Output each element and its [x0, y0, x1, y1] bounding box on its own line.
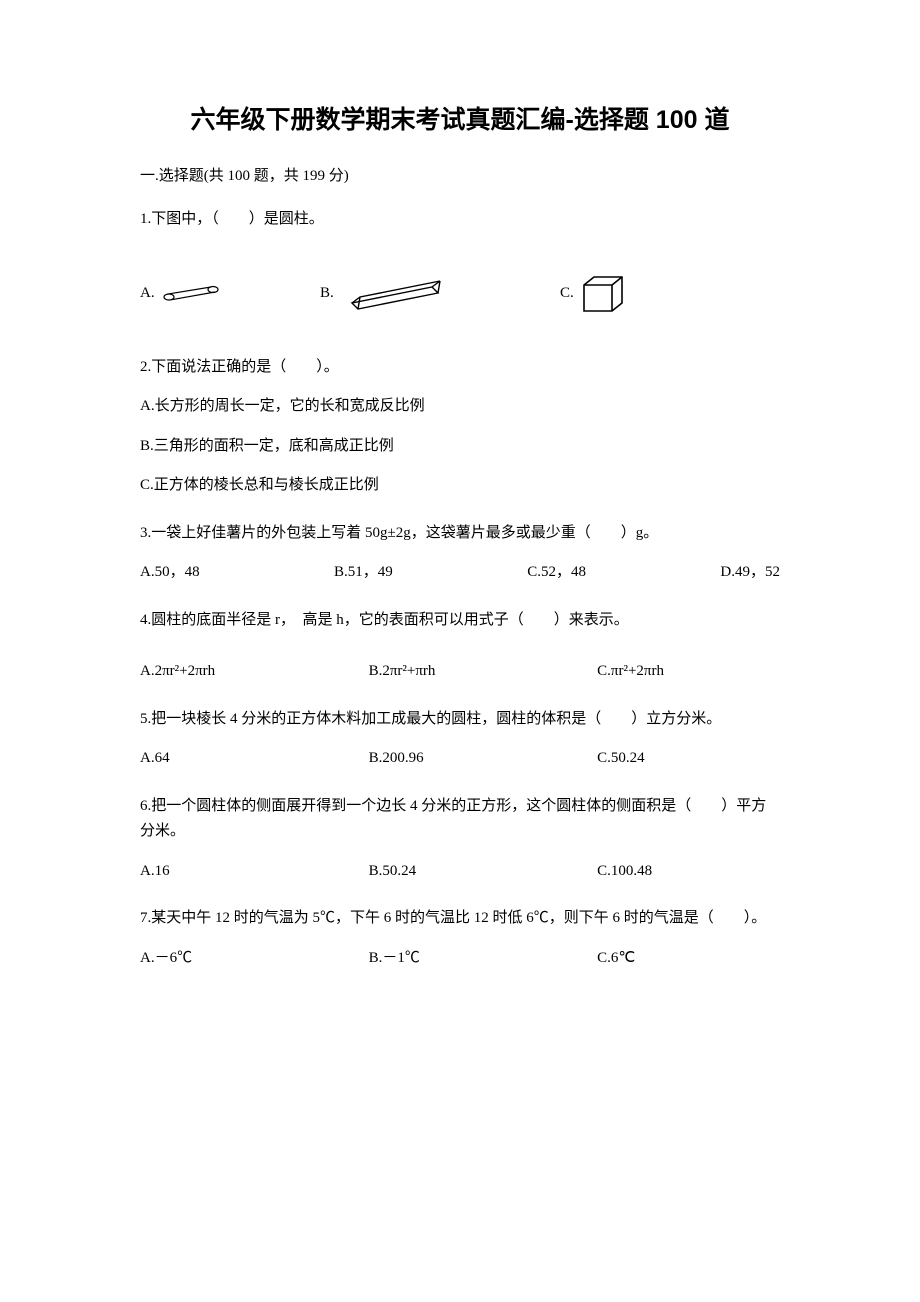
option-2a: A.长方形的周长一定，它的长和宽成反比例	[140, 394, 780, 420]
option-1b: B.	[320, 273, 540, 315]
option-6a: A.16	[140, 859, 369, 885]
option-1b-label: B.	[320, 281, 334, 307]
cube-icon	[580, 273, 626, 315]
option-4a: A.2πr²+2πrh	[140, 659, 369, 685]
option-2c: C.正方体的棱长总和与棱长成正比例	[140, 473, 780, 499]
option-5a: A.64	[140, 746, 369, 772]
question-4-options: A.2πr²+2πrh B.2πr²+πrh C.πr²+2πrh	[140, 659, 780, 685]
option-4c: C.πr²+2πrh	[597, 659, 780, 685]
question-6-options: A.16 B.50.24 C.100.48	[140, 859, 780, 885]
option-1a-label: A.	[140, 281, 155, 307]
option-3c: C.52，48	[527, 560, 586, 586]
question-1-options: A. B. C.	[140, 273, 780, 315]
question-3: 3.一袋上好佳薯片的外包装上写着 50g±2g，这袋薯片最多或最少重（ ）g。 …	[140, 521, 780, 586]
small-cylinder-icon	[161, 281, 221, 307]
question-1-text: 1.下图中，（ ）是圆柱。	[140, 207, 780, 233]
option-3b: B.51，49	[334, 560, 393, 586]
question-5: 5.把一块棱长 4 分米的正方体木料加工成最大的圆柱，圆柱的体积是（ ）立方分米…	[140, 707, 780, 772]
option-5b: B.200.96	[369, 746, 598, 772]
section-header: 一.选择题(共 100 题，共 199 分)	[140, 164, 780, 185]
question-6-text: 6.把一个圆柱体的侧面展开得到一个边长 4 分米的正方形，这个圆柱体的侧面积是（…	[140, 794, 780, 845]
option-6c: C.100.48	[597, 859, 780, 885]
option-1a: A.	[140, 281, 300, 307]
question-5-text: 5.把一块棱长 4 分米的正方体木料加工成最大的圆柱，圆柱的体积是（ ）立方分米…	[140, 707, 780, 733]
option-3a: A.50，48	[140, 560, 200, 586]
question-1: 1.下图中，（ ）是圆柱。 A. B. C.	[140, 207, 780, 315]
question-2-text: 2.下面说法正确的是（ ）。	[140, 355, 780, 381]
option-1c: C.	[560, 273, 710, 315]
option-7c: C.6℃	[597, 946, 780, 972]
option-3d: D.49，52	[720, 560, 780, 586]
question-7-options: A.－6℃ B.－1℃ C.6℃	[140, 946, 780, 972]
question-5-options: A.64 B.200.96 C.50.24	[140, 746, 780, 772]
question-4: 4.圆柱的底面半径是 r， 高是 h，它的表面积可以用式子（ ）来表示。 A.2…	[140, 608, 780, 685]
question-3-text: 3.一袋上好佳薯片的外包装上写着 50g±2g，这袋薯片最多或最少重（ ）g。	[140, 521, 780, 547]
question-7-text: 7.某天中午 12 时的气温为 5℃，下午 6 时的气温比 12 时低 6℃，则…	[140, 906, 780, 932]
option-4b: B.2πr²+πrh	[369, 659, 598, 685]
document-title: 六年级下册数学期末考试真题汇编-选择题 100 道	[140, 100, 780, 136]
option-2b: B.三角形的面积一定，底和高成正比例	[140, 434, 780, 460]
option-6b: B.50.24	[369, 859, 598, 885]
question-2: 2.下面说法正确的是（ ）。 A.长方形的周长一定，它的长和宽成反比例 B.三角…	[140, 355, 780, 499]
option-7b: B.－1℃	[369, 946, 598, 972]
question-3-options: A.50，48 B.51，49 C.52，48 D.49，52	[140, 560, 780, 586]
prism-icon	[340, 273, 450, 315]
question-6: 6.把一个圆柱体的侧面展开得到一个边长 4 分米的正方形，这个圆柱体的侧面积是（…	[140, 794, 780, 885]
option-5c: C.50.24	[597, 746, 780, 772]
option-7a: A.－6℃	[140, 946, 369, 972]
question-7: 7.某天中午 12 时的气温为 5℃，下午 6 时的气温比 12 时低 6℃，则…	[140, 906, 780, 971]
question-4-text: 4.圆柱的底面半径是 r， 高是 h，它的表面积可以用式子（ ）来表示。	[140, 608, 780, 634]
option-1c-label: C.	[560, 281, 574, 307]
